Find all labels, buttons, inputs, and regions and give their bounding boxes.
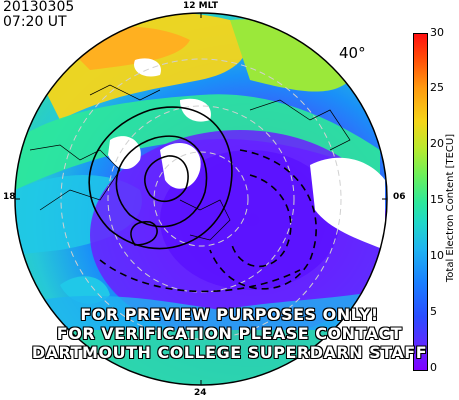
colorbar-tick-0: 0 bbox=[430, 361, 437, 374]
colorbar-tick-20: 20 bbox=[430, 137, 444, 150]
mlt-label-top: 12 MLT bbox=[183, 1, 218, 11]
tec-colorbar bbox=[413, 33, 428, 371]
mlt-ticks bbox=[15, 13, 387, 385]
convection-contours-dashed bbox=[99, 149, 317, 293]
latitude-grid bbox=[60, 58, 342, 340]
colorbar-tick-5: 5 bbox=[430, 305, 437, 318]
colorbar-tick-25: 25 bbox=[430, 81, 444, 94]
colorbar-tick-30: 30 bbox=[430, 26, 444, 39]
mlt-label-bottom: 24 bbox=[194, 388, 207, 398]
colorbar-tick-10: 10 bbox=[430, 249, 444, 262]
mlt-label-left: 18 bbox=[3, 192, 16, 202]
mlt-label-right: 06 bbox=[393, 192, 406, 202]
latitude-label: 40° bbox=[339, 44, 366, 62]
convection-contours bbox=[88, 106, 233, 250]
colorbar-tick-15: 15 bbox=[430, 193, 444, 206]
date-label: 20130305 bbox=[3, 0, 75, 15]
watermark-line-1: FOR PREVIEW PURPOSES ONLY! bbox=[80, 305, 379, 324]
watermark-line-2: FOR VERIFICATION PLEASE CONTACT bbox=[56, 324, 403, 343]
coastlines bbox=[29, 84, 351, 241]
time-label: 07:20 UT bbox=[3, 14, 67, 30]
watermark-line-3: DARTMOUTH COLLEGE SUPERDARN STAFF bbox=[31, 343, 428, 362]
